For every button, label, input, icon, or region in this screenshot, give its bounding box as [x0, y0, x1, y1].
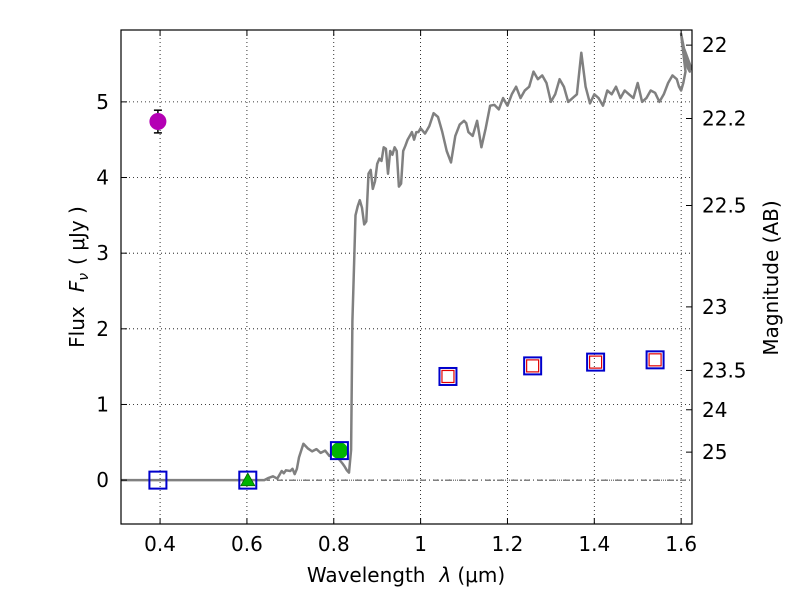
y2-tick-label-3: 23 [702, 295, 727, 319]
y-tick-label-4: 4 [96, 166, 109, 190]
y-tick-label-1: 1 [96, 392, 109, 416]
point-square-3-2 [329, 441, 349, 461]
y-tick-label-5: 5 [96, 90, 109, 114]
point-red-square-4-0 [441, 369, 455, 384]
spectrum-line [121, 32, 692, 482]
point-square-3-1 [238, 470, 258, 490]
plot-area [121, 32, 692, 490]
y2-tick-label-4: 23.5 [702, 358, 747, 382]
y2-tick-label-5: 24 [702, 398, 727, 422]
point-square-3-6 [645, 350, 665, 370]
point-red-square-4-1 [526, 359, 540, 373]
y2-tick-label-6: 25 [702, 440, 727, 464]
y-axis-label: FluxFν( μJy ) [65, 206, 92, 348]
plot-frame [120, 29, 693, 525]
point-square-3-5 [586, 352, 606, 372]
point-circle-2-1 [330, 442, 348, 460]
x-axis-ticks: 0.4 0.6 0.8 1 1.2 1.4 1.6 [144, 30, 697, 556]
x-tick-label-4: 1.2 [492, 532, 524, 556]
point-red-square-4-2 [589, 355, 603, 369]
x-tick-label-5: 1.4 [578, 532, 610, 556]
x-tick-label-3: 1 [414, 532, 427, 556]
y2-axis-label: Magnitude (AB) [759, 200, 783, 355]
point-triangle-2-0 [240, 472, 256, 487]
point-square-3-4 [523, 356, 543, 376]
y-tick-label-0: 0 [96, 468, 109, 492]
clipped-series [121, 32, 692, 482]
y-tick-label-3: 3 [96, 241, 109, 265]
x-axis-label: Wavelength λ (μm) [307, 563, 505, 587]
x-tick-label-0: 0.4 [144, 532, 176, 556]
grid-lines [121, 30, 692, 524]
point-square-3-0 [148, 470, 168, 490]
y-axis-ticks: 0 1 2 3 4 5 [96, 90, 127, 492]
x-tick-label-6: 1.6 [665, 532, 697, 556]
y2-tick-label-1: 22.2 [702, 107, 747, 131]
y2-axis-ticks: 22 22.2 22.5 23 23.5 24 25 [686, 33, 747, 464]
point-red-square-4-3 [648, 353, 662, 367]
y-tick-label-2: 2 [96, 317, 109, 341]
point-circle-1-0 [149, 113, 167, 131]
x-tick-label-1: 0.6 [231, 532, 263, 556]
y2-tick-label-0: 22 [702, 33, 727, 57]
y2-tick-label-2: 22.5 [702, 194, 747, 218]
point-square-3-3 [438, 366, 458, 386]
x-tick-label-2: 0.8 [318, 532, 350, 556]
